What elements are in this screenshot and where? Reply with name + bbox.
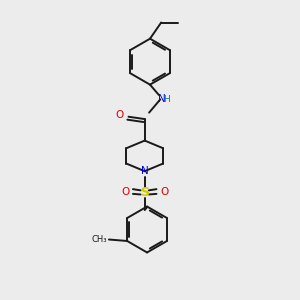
Text: CH₃: CH₃ xyxy=(92,235,107,244)
Text: O: O xyxy=(160,187,168,197)
Text: N: N xyxy=(141,166,148,176)
Text: N: N xyxy=(158,94,165,104)
Text: O: O xyxy=(115,110,124,120)
Text: S: S xyxy=(140,186,149,199)
Text: H: H xyxy=(164,95,170,104)
Text: O: O xyxy=(121,187,129,197)
